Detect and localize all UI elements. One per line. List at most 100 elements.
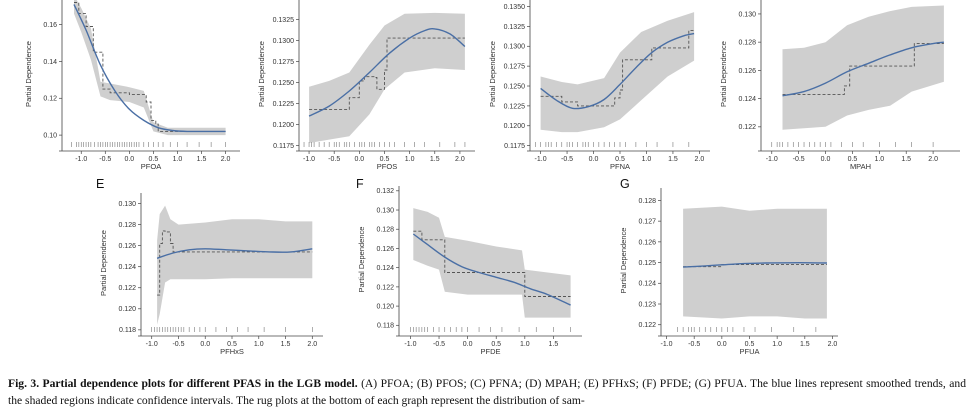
plot-area xyxy=(308,12,466,144)
x-tick-label: -0.5 xyxy=(433,341,445,348)
confidence-band xyxy=(540,12,695,133)
x-tick-label: 1.5 xyxy=(800,341,810,348)
y-axis-label: Partial Dependence xyxy=(357,227,366,293)
panel-4: -1.0 -0.5 0.0 0.5 1.0 1.5 2.0 0.122 0.124 0.126 0.… xyxy=(719,0,960,171)
x-tick-label: 1.5 xyxy=(197,156,207,163)
x-axis-label: PFHxS xyxy=(220,347,244,356)
x-tick-label: -1.0 xyxy=(535,156,547,163)
y-tick-label: 0.126 xyxy=(738,68,756,75)
x-tick-label: 1.0 xyxy=(405,156,415,163)
y-tick-label: 0.122 xyxy=(638,322,656,329)
x-tick-label: -1.0 xyxy=(766,156,778,163)
y-tick-label: 0.128 xyxy=(118,222,136,229)
y-tick-label: 0.1175 xyxy=(504,143,525,150)
x-tick-label: 0.5 xyxy=(149,156,159,163)
y-tick-label: 0.125 xyxy=(638,260,656,267)
panel-letter: G xyxy=(620,177,630,191)
x-tick-label: 2.0 xyxy=(455,156,465,163)
y-tick-label: 0.1250 xyxy=(504,83,526,90)
plot-area xyxy=(156,205,313,325)
y-tick-label: 0.1325 xyxy=(273,17,295,24)
x-tick-label: 2.0 xyxy=(221,156,231,163)
y-tick-label: 0.1250 xyxy=(273,80,295,87)
plot-area xyxy=(412,208,571,318)
x-tick-label: -0.5 xyxy=(172,341,184,348)
y-tick-label: 0.130 xyxy=(376,207,394,214)
rug-plot xyxy=(410,327,571,332)
y-tick-label: 0.12 xyxy=(43,96,57,103)
x-tick-label: -1.0 xyxy=(75,156,87,163)
x-axis-label: PFDE xyxy=(480,347,500,356)
smoothed-trend-line xyxy=(782,41,944,97)
y-axis-label: Partial Dependence xyxy=(619,228,628,294)
y-tick-label: 0.1275 xyxy=(504,64,526,71)
y-tick-label: 0.1300 xyxy=(273,38,295,45)
plot-area xyxy=(73,0,226,136)
y-axis-label: Partial Dependence xyxy=(488,41,497,107)
x-tick-label: 0.0 xyxy=(200,341,210,348)
smoothed-trend-line xyxy=(683,262,827,268)
x-tick-label: 2.0 xyxy=(695,156,705,163)
confidence-band xyxy=(157,205,313,325)
y-tick-label: 0.124 xyxy=(376,265,394,272)
x-tick-label: 1.5 xyxy=(901,156,911,163)
y-tick-label: 0.1200 xyxy=(504,123,526,130)
y-tick-label: 0.130 xyxy=(738,11,756,18)
x-tick-label: 0.5 xyxy=(380,156,390,163)
y-tick-label: 0.128 xyxy=(638,198,656,205)
rug-plot xyxy=(534,142,690,147)
x-tick-label: 1.0 xyxy=(520,341,530,348)
panel-letter: E xyxy=(96,177,104,191)
step-line xyxy=(413,230,571,297)
y-tick-label: 0.124 xyxy=(638,281,656,288)
y-axis-label: Partial Dependence xyxy=(24,41,33,107)
panel-3: -1.0 -0.5 0.0 0.5 1.0 1.5 2.0 0.1175 0.1200 0.122… xyxy=(488,0,710,171)
x-tick-label: 1.0 xyxy=(254,341,264,348)
y-tick-label: 0.118 xyxy=(119,327,136,334)
x-tick-label: -0.5 xyxy=(561,156,573,163)
rug-plot xyxy=(303,142,466,147)
x-tick-label: -0.5 xyxy=(688,341,700,348)
y-tick-label: 0.1275 xyxy=(273,59,295,66)
y-tick-label: 0.122 xyxy=(376,284,394,291)
panel-7: -1.0 -0.5 0.0 0.5 1.0 1.5 2.0 0.122 0.123 0.124 0.… xyxy=(619,177,838,356)
x-axis-label: PFOA xyxy=(141,162,161,171)
x-tick-label: 1.0 xyxy=(173,156,183,163)
panel-6: -1.0 -0.5 0.0 0.5 1.0 1.5 0.118 0.120 0.122 0.124… xyxy=(356,177,582,356)
y-tick-label: 0.1200 xyxy=(273,122,295,129)
smoothed-trend-line xyxy=(156,248,313,259)
x-tick-label: -1.0 xyxy=(404,341,416,348)
x-tick-label: -1.0 xyxy=(303,156,315,163)
x-tick-label: 1.5 xyxy=(281,341,291,348)
step-line xyxy=(74,2,226,132)
y-tick-label: 0.126 xyxy=(638,239,656,246)
y-tick-label: 0.124 xyxy=(118,264,136,271)
caption-lead: Fig. 3. Partial dependence plots for dif… xyxy=(8,377,358,390)
x-axis-label: PFNA xyxy=(610,162,630,171)
step-line xyxy=(540,29,695,107)
smoothed-trend-line xyxy=(412,233,571,306)
y-tick-label: 0.1175 xyxy=(273,143,294,150)
smoothed-trend-line xyxy=(73,4,226,133)
figure-partial-dependence: -1.0 -0.5 0.0 0.5 1.0 1.5 2.0 0.10 0.12 0.14 0.16 P… xyxy=(24,0,960,356)
x-tick-label: -0.5 xyxy=(99,156,111,163)
x-tick-label: 0.0 xyxy=(354,156,364,163)
y-tick-label: 0.128 xyxy=(376,227,394,234)
y-axis-label: Partial Dependence xyxy=(99,230,108,296)
y-tick-label: 0.1350 xyxy=(504,4,526,11)
x-tick-label: 0.0 xyxy=(717,341,727,348)
y-tick-label: 0.126 xyxy=(376,246,394,253)
panel-letter: F xyxy=(356,177,364,191)
plot-area xyxy=(782,5,944,130)
plot-area xyxy=(683,206,827,319)
x-axis-label: MPAH xyxy=(850,162,871,171)
confidence-band xyxy=(309,12,465,144)
step-line xyxy=(683,264,827,268)
y-tick-label: 0.1325 xyxy=(504,24,526,31)
x-tick-label: 1.5 xyxy=(430,156,440,163)
x-tick-label: 0.5 xyxy=(615,156,625,163)
rug-plot xyxy=(677,327,817,332)
step-line xyxy=(157,230,313,296)
x-tick-label: -1.0 xyxy=(661,341,673,348)
x-tick-label: 0.0 xyxy=(124,156,134,163)
